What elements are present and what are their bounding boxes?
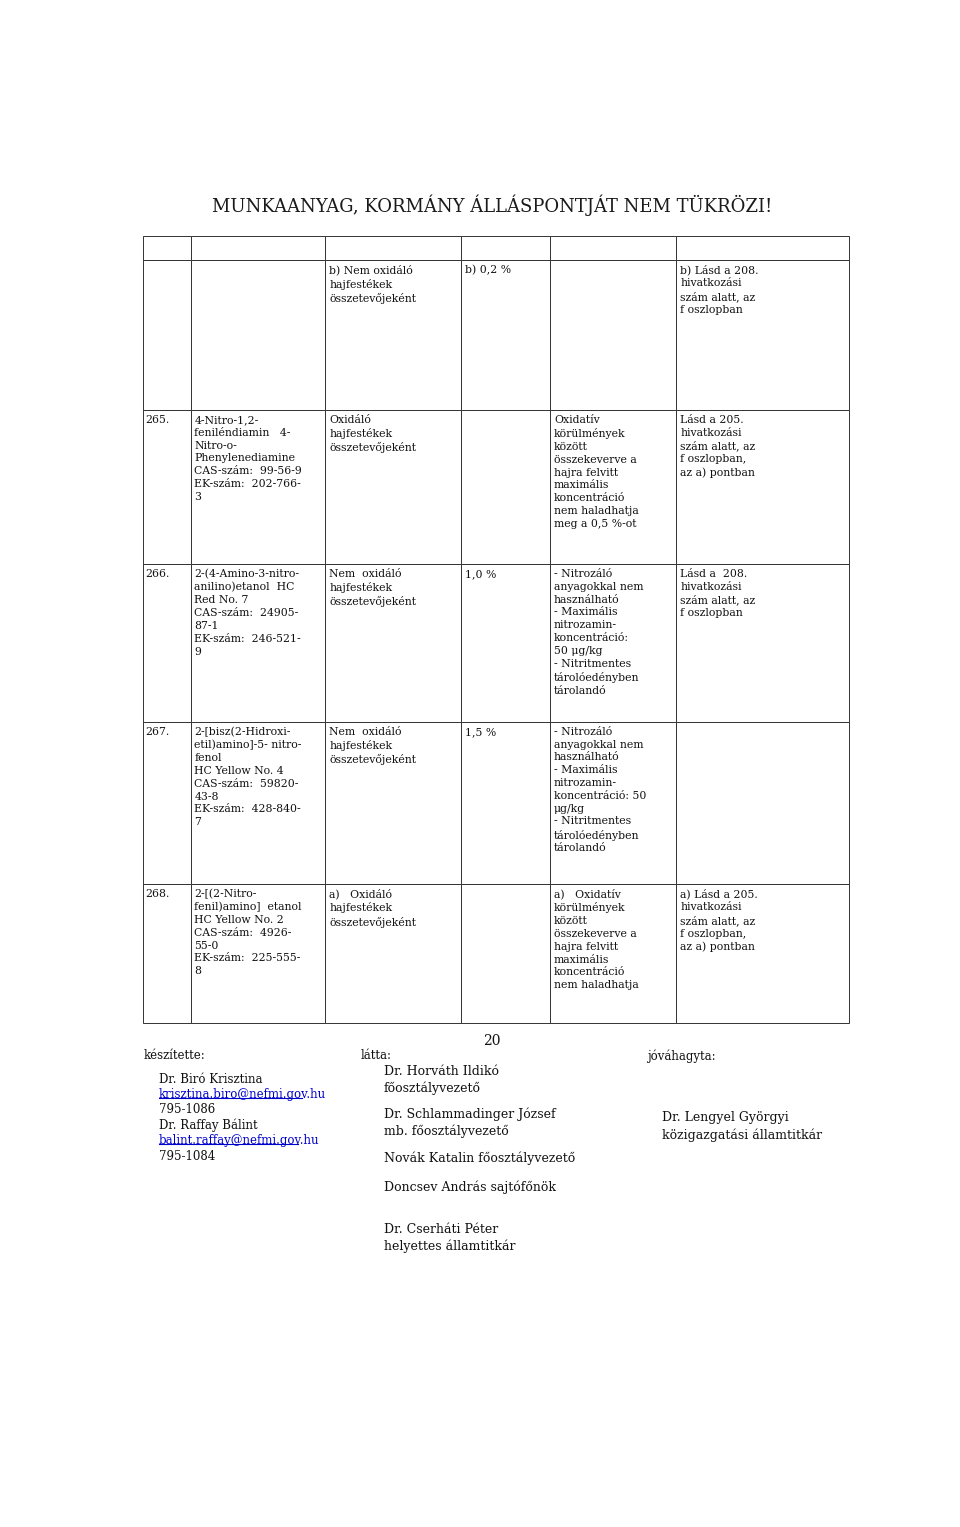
Text: főosztályvezető: főosztályvezető: [383, 1081, 481, 1095]
Bar: [325, 722, 461, 884]
Bar: [461, 884, 550, 1023]
Text: mb. főosztályvezető: mb. főosztályvezető: [383, 1124, 508, 1138]
Bar: [191, 884, 325, 1023]
Bar: [143, 722, 191, 884]
Text: 20: 20: [483, 1034, 501, 1048]
Text: 795-1084: 795-1084: [158, 1150, 215, 1162]
Bar: [325, 235, 461, 260]
Text: a) Lásd a 205.
hivatkozási
szám alatt, az
f oszlopban,
az a) pontban: a) Lásd a 205. hivatkozási szám alatt, a…: [681, 889, 758, 953]
Text: a)   Oxidatív
körülmények
között
összekeverve a
hajra felvitt
maximális
koncentr: a) Oxidatív körülmények között összekeve…: [554, 889, 638, 991]
Bar: [550, 235, 677, 260]
Text: 266.: 266.: [146, 570, 170, 579]
Bar: [143, 235, 191, 260]
Text: jóváhagyta:: jóváhagyta:: [647, 1049, 715, 1063]
Text: Dr. Cserháti Péter: Dr. Cserháti Péter: [383, 1223, 497, 1235]
Bar: [191, 411, 325, 565]
Text: Dr. Lengyel Györgyi: Dr. Lengyel Györgyi: [662, 1112, 789, 1124]
Bar: [461, 411, 550, 565]
Text: helyettes államtitkár: helyettes államtitkár: [383, 1240, 515, 1254]
Text: Novák Katalin főosztályvezető: Novák Katalin főosztályvezető: [383, 1151, 575, 1165]
Text: 2-(4-Amino-3-nitro-
anilino)etanol  HC
Red No. 7
CAS-szám:  24905-
87-1
EK-szám:: 2-(4-Amino-3-nitro- anilino)etanol HC Re…: [194, 570, 301, 657]
Bar: [677, 235, 849, 260]
Bar: [191, 722, 325, 884]
Text: Dr. Horváth Ildikó: Dr. Horváth Ildikó: [383, 1064, 498, 1078]
Text: 265.: 265.: [146, 415, 170, 425]
Bar: [143, 260, 191, 411]
Text: 2-[(2-Nitro-
fenil)amino]  etanol
HC Yellow No. 2
CAS-szám:  4926-
55-0
EK-szám:: 2-[(2-Nitro- fenil)amino] etanol HC Yell…: [194, 889, 301, 976]
Bar: [325, 884, 461, 1023]
Bar: [550, 722, 677, 884]
Text: b) Lásd a 208.
hivatkozási
szám alatt, az
f oszlopban: b) Lásd a 208. hivatkozási szám alatt, a…: [681, 264, 758, 315]
Bar: [143, 884, 191, 1023]
Text: 1,5 %: 1,5 %: [465, 727, 496, 738]
Text: 268.: 268.: [146, 889, 170, 898]
Text: krisztina.biro@nefmi.gov.hu: krisztina.biro@nefmi.gov.hu: [158, 1089, 325, 1101]
Text: b) 0,2 %: b) 0,2 %: [465, 264, 511, 275]
Bar: [191, 260, 325, 411]
Text: készítette:: készítette:: [143, 1049, 205, 1063]
Bar: [677, 722, 849, 884]
Bar: [143, 411, 191, 565]
Text: Nem  oxidáló
hajfestékek
összetevőjeként: Nem oxidáló hajfestékek összetevőjeként: [329, 727, 417, 765]
Text: Oxidáló
hajfestékek
összetevőjeként: Oxidáló hajfestékek összetevőjeként: [329, 415, 417, 454]
Bar: [550, 884, 677, 1023]
Text: 267.: 267.: [146, 727, 170, 738]
Bar: [461, 722, 550, 884]
Text: balint.raffay@nefmi.gov.hu: balint.raffay@nefmi.gov.hu: [158, 1135, 320, 1147]
Text: - Nitrozáló
anyagokkal nem
használható
- Maximális
nitrozamin-
koncentráció: 50
: - Nitrozáló anyagokkal nem használható -…: [554, 727, 646, 854]
Bar: [677, 260, 849, 411]
Text: Oxidatív
körülmények
között
összekeverve a
hajra felvitt
maximális
koncentráció
: Oxidatív körülmények között összekeverve…: [554, 415, 638, 528]
Bar: [461, 235, 550, 260]
Bar: [677, 565, 849, 722]
Bar: [677, 884, 849, 1023]
Text: Lásd a  208.
hivatkozási
szám alatt, az
f oszlopban: Lásd a 208. hivatkozási szám alatt, az f…: [681, 570, 756, 618]
Bar: [461, 260, 550, 411]
Text: közigazgatási államtitkár: közigazgatási államtitkár: [662, 1128, 823, 1142]
Text: MUNKAANYAG, KORMÁNY ÁLLÁSPONTJÁT NEM TÜKRÖZI!: MUNKAANYAG, KORMÁNY ÁLLÁSPONTJÁT NEM TÜK…: [212, 194, 772, 215]
Bar: [325, 565, 461, 722]
Text: 1,0 %: 1,0 %: [465, 570, 496, 579]
Text: Dr. Raffay Bálint: Dr. Raffay Bálint: [158, 1119, 257, 1133]
Bar: [191, 235, 325, 260]
Text: látta:: látta:: [360, 1049, 392, 1063]
Text: Nem  oxidáló
hajfestékek
összetevőjeként: Nem oxidáló hajfestékek összetevőjeként: [329, 570, 417, 608]
Text: Doncsev András sajtófőnök: Doncsev András sajtófőnök: [383, 1180, 556, 1194]
Text: b) Nem oxidáló
hajfestékek
összetevőjeként: b) Nem oxidáló hajfestékek összetevőjeké…: [329, 264, 417, 304]
Bar: [325, 411, 461, 565]
Text: a)   Oxidáló
hajfestékek
összetevőjeként: a) Oxidáló hajfestékek összetevőjeként: [329, 889, 417, 928]
Text: - Nitrozáló
anyagokkal nem
használható
- Maximális
nitrozamin-
koncentráció:
50 : - Nitrozáló anyagokkal nem használható -…: [554, 570, 643, 696]
Text: Dr. Schlammadinger József: Dr. Schlammadinger József: [383, 1107, 555, 1121]
Bar: [550, 411, 677, 565]
Bar: [550, 565, 677, 722]
Text: Dr. Biró Krisztina: Dr. Biró Krisztina: [158, 1072, 262, 1086]
Bar: [325, 260, 461, 411]
Text: Lásd a 205.
hivatkozási
szám alatt, az
f oszlopban,
az a) pontban: Lásd a 205. hivatkozási szám alatt, az f…: [681, 415, 756, 478]
Bar: [550, 260, 677, 411]
Bar: [461, 565, 550, 722]
Text: 2-[bisz(2-Hidroxi-
etil)amino]-5- nitro-
fenol
HC Yellow No. 4
CAS-szám:  59820-: 2-[bisz(2-Hidroxi- etil)amino]-5- nitro-…: [194, 727, 301, 828]
Text: 795-1086: 795-1086: [158, 1104, 215, 1116]
Bar: [191, 565, 325, 722]
Bar: [677, 411, 849, 565]
Bar: [143, 565, 191, 722]
Text: 4-Nitro-1,2-
feniléndiamin   4-
Nitro-o-
Phenylenediamine
CAS-szám:  99-56-9
EK-: 4-Nitro-1,2- feniléndiamin 4- Nitro-o- P…: [194, 415, 302, 502]
